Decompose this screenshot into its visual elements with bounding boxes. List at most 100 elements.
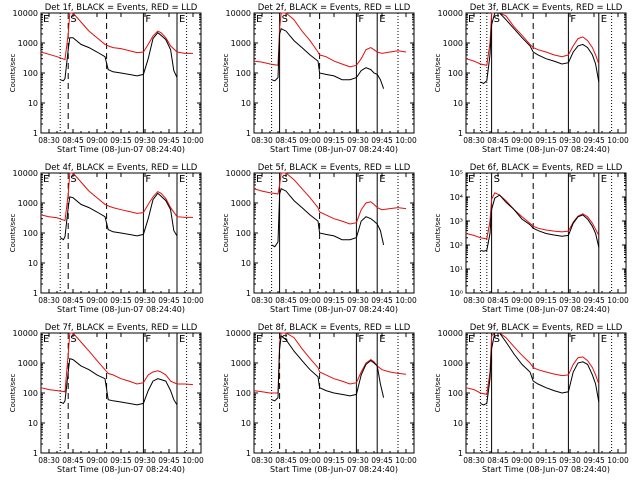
x-tick-label: 08:45 (62, 456, 84, 465)
series-lld-line (253, 172, 407, 225)
x-tick-label: 09:45 (371, 296, 393, 305)
y-axis-label: Counts/sec (222, 214, 230, 253)
series-events-line (480, 12, 600, 84)
y-tick-label: 100 (236, 229, 251, 238)
x-tick-label: 09:00 (86, 136, 108, 145)
series-events-line (480, 332, 600, 406)
series-events-line (271, 27, 385, 89)
x-tick-label: 08:30 (463, 296, 485, 305)
series-events-line (271, 334, 385, 402)
detector-plot-6: Det 6f, BLACK = Events, RED = LLD 10⁰ 10¹ 1… (434, 163, 629, 314)
y-tick-label: 1000 (231, 359, 251, 368)
x-tick-label: 09:30 (134, 296, 156, 305)
state-annotation: E (43, 174, 49, 185)
y-tick-label: 10 (241, 419, 251, 428)
x-tick-label: 08:30 (38, 456, 60, 465)
x-axis-label: Start Time (08-Jun-07 08:24:40) (482, 465, 610, 474)
x-tick-label: 10:00 (395, 296, 417, 305)
plot-title: Det 5f, BLACK = Events, RED = LLD (258, 163, 411, 173)
plot-title: Det 7f, BLACK = Events, RED = LLD (45, 323, 198, 333)
state-annotation: E (256, 14, 262, 25)
state-annotation: E (601, 14, 607, 25)
x-tick-label: 09:45 (158, 296, 180, 305)
y-tick-label: 1000 (443, 39, 463, 48)
y-tick-label: 10⁵ (450, 169, 463, 178)
state-annotation: E (601, 334, 607, 345)
series-lld-line (465, 332, 600, 396)
y-tick-label: 1 (246, 449, 251, 458)
series-lld-line (465, 192, 600, 240)
y-tick-label: 10 (241, 99, 251, 108)
series-events-line (271, 187, 385, 248)
state-annotation: S (494, 334, 500, 345)
y-tick-label: 100 (23, 69, 38, 78)
x-tick-label: 08:45 (487, 296, 509, 305)
series-lld-line (253, 12, 407, 68)
y-tick-label: 1 (458, 129, 463, 138)
series-lld-line (40, 12, 193, 61)
state-annotation: S (282, 14, 288, 25)
state-annotation: F (145, 334, 151, 345)
y-tick-label: 10¹ (450, 265, 463, 274)
x-tick-label: 10:00 (607, 456, 629, 465)
series-lld-line (40, 172, 193, 222)
y-tick-label: 10 (453, 419, 463, 428)
detector-plot-4: Det 4f, BLACK = Events, RED = LLD 1 10 100 1… (9, 163, 204, 314)
x-tick-label: 08:45 (487, 456, 509, 465)
x-axis-label: Start Time (08-Jun-07 08:24:40) (57, 145, 185, 154)
state-annotation: E (43, 14, 49, 25)
y-tick-label: 1000 (18, 359, 38, 368)
state-annotation: E (379, 334, 385, 345)
state-annotation: E (379, 174, 385, 185)
plot-title: Det 1f, BLACK = Events, RED = LLD (45, 3, 198, 13)
x-tick-label: 10:00 (607, 136, 629, 145)
x-tick-label: 09:30 (559, 296, 581, 305)
y-axis-label: Counts/sec (9, 374, 17, 413)
series-events-line (59, 192, 178, 241)
state-annotation: E (179, 14, 185, 25)
y-tick-label: 10² (450, 241, 463, 250)
y-tick-label: 1 (246, 289, 251, 298)
y-tick-label: 100 (448, 69, 463, 78)
x-tick-label: 10:00 (395, 456, 417, 465)
y-tick-label: 100 (23, 229, 38, 238)
state-annotation: S (70, 174, 76, 185)
state-annotation: E (601, 174, 607, 185)
y-axis-label: Counts/sec (222, 54, 230, 93)
y-axis-label: Counts/sec (222, 374, 230, 413)
y-tick-label: 1000 (443, 359, 463, 368)
x-tick-label: 10:00 (182, 456, 204, 465)
y-tick-label: 1000 (18, 199, 38, 208)
x-tick-label: 09:00 (511, 136, 533, 145)
y-tick-label: 10 (28, 259, 38, 268)
detector-plot-7: Det 7f, BLACK = Events, RED = LLD 1 10 100 1… (9, 323, 204, 474)
state-annotation: S (70, 334, 76, 345)
plot-title: Det 4f, BLACK = Events, RED = LLD (45, 163, 198, 173)
detector-plot-2: Det 2f, BLACK = Events, RED = LLD 1 10 100 1… (222, 3, 417, 154)
x-tick-label: 08:45 (62, 296, 84, 305)
state-annotation: F (358, 334, 364, 345)
plot-title: Det 3f, BLACK = Events, RED = LLD (470, 3, 623, 13)
y-tick-label: 1000 (231, 39, 251, 48)
plot-title: Det 2f, BLACK = Events, RED = LLD (258, 3, 411, 13)
y-tick-label: 10⁴ (450, 193, 463, 202)
series-lld-line (40, 332, 194, 393)
detector-plot-9: Det 9f, BLACK = Events, RED = LLD 1 10 100 1… (434, 323, 629, 474)
x-tick-label: 09:30 (134, 456, 156, 465)
series-events-line (60, 31, 178, 82)
x-tick-label: 09:30 (559, 456, 581, 465)
y-tick-label: 10 (28, 419, 38, 428)
state-annotation: F (570, 334, 576, 345)
y-tick-label: 100 (23, 389, 38, 398)
x-axis-label: Start Time (08-Jun-07 08:24:40) (270, 145, 398, 154)
x-tick-label: 09:15 (110, 296, 132, 305)
y-axis-label: Counts/sec (434, 214, 442, 253)
x-tick-label: 09:15 (535, 296, 557, 305)
x-tick-label: 08:30 (251, 456, 273, 465)
y-axis-label: Counts/sec (9, 54, 17, 93)
x-tick-label: 08:45 (62, 136, 84, 145)
x-tick-label: 09:45 (158, 136, 180, 145)
x-tick-label: 09:15 (110, 136, 132, 145)
y-tick-label: 1 (246, 129, 251, 138)
